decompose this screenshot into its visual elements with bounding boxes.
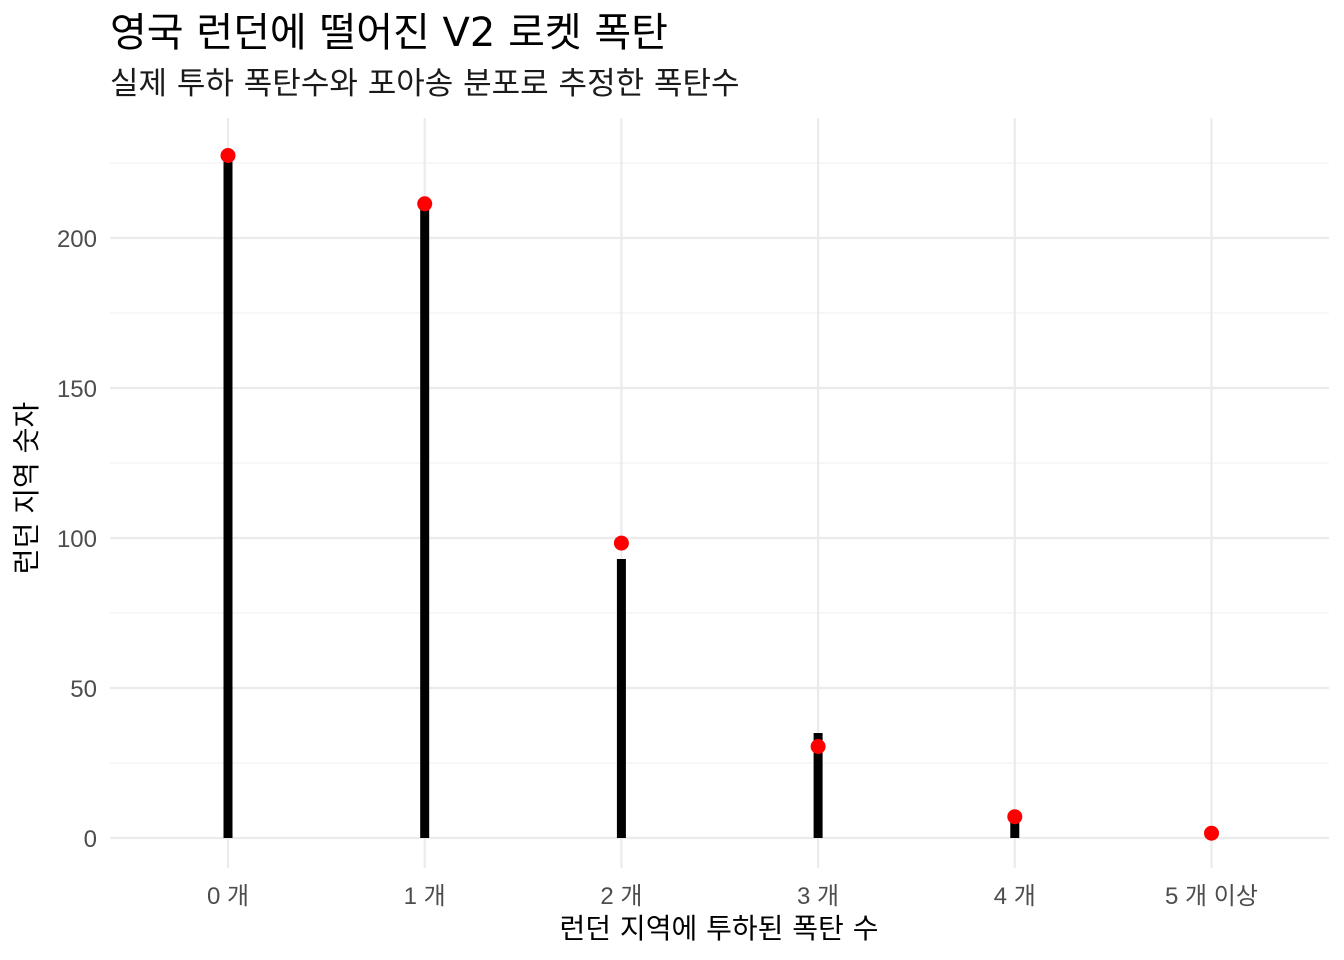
point (220, 148, 236, 163)
point-series (220, 148, 1219, 841)
bar-series (223, 151, 1216, 838)
x-tick-label: 4 개 (994, 883, 1036, 910)
y-tick-label: 50 (70, 676, 97, 703)
x-axis-title: 런던 지역에 투하된 폭탄 수 (560, 912, 879, 945)
chart-subtitle: 실제 투하 폭탄수와 포아송 분포로 추정한 폭탄수 (110, 66, 740, 102)
y-tick-label: 200 (57, 226, 97, 253)
y-tick-label: 0 (84, 826, 97, 853)
chart-title: 영국 런던에 떨어진 V2 로켓 폭탄 (110, 10, 668, 56)
y-axis-ticks: 0 50 100 150 200 (57, 226, 97, 853)
point (1007, 809, 1023, 825)
point (417, 196, 433, 212)
x-tick-label: 2 개 (600, 883, 642, 910)
point (613, 535, 629, 551)
x-tick-label: 5 개 이상 (1165, 883, 1258, 910)
bar (223, 151, 233, 838)
point (1204, 825, 1219, 841)
x-tick-label: 0 개 (207, 883, 249, 910)
y-axis-title: 런던 지역 숫자 (10, 402, 43, 574)
point (810, 739, 826, 754)
y-tick-label: 100 (57, 526, 97, 553)
bar (616, 559, 626, 838)
x-tick-label: 1 개 (404, 883, 446, 910)
bar (813, 733, 823, 838)
bar (1010, 817, 1020, 838)
x-axis-ticks: 0 개 1 개 2 개 3 개 4 개 5 개 이상 (207, 883, 1258, 910)
y-tick-label: 150 (57, 376, 97, 403)
x-tick-label: 3 개 (797, 883, 839, 910)
bar (420, 205, 430, 838)
grid (110, 118, 1329, 868)
